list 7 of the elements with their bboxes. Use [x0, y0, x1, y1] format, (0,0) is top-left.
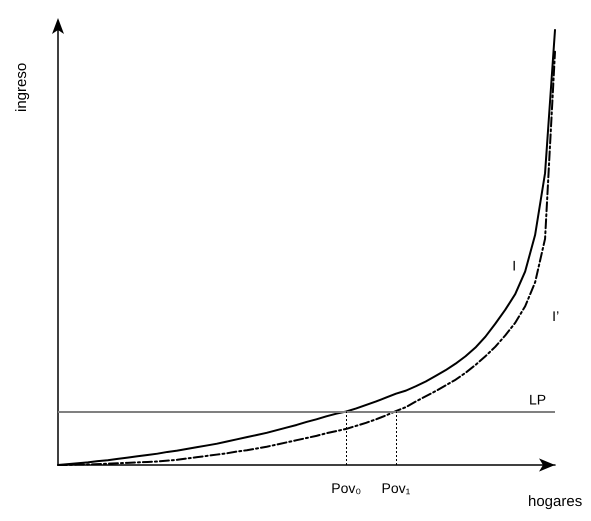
ref-line-label: LP — [529, 391, 546, 408]
x-tick-label: Pov₁ — [382, 480, 411, 496]
series-label: I’ — [552, 308, 560, 324]
x-tick-label: Pov₀ — [331, 480, 362, 496]
series-label: I — [512, 257, 516, 274]
x-axis-title: hogares — [528, 493, 582, 510]
y-axis-title: ingreso — [13, 62, 30, 112]
